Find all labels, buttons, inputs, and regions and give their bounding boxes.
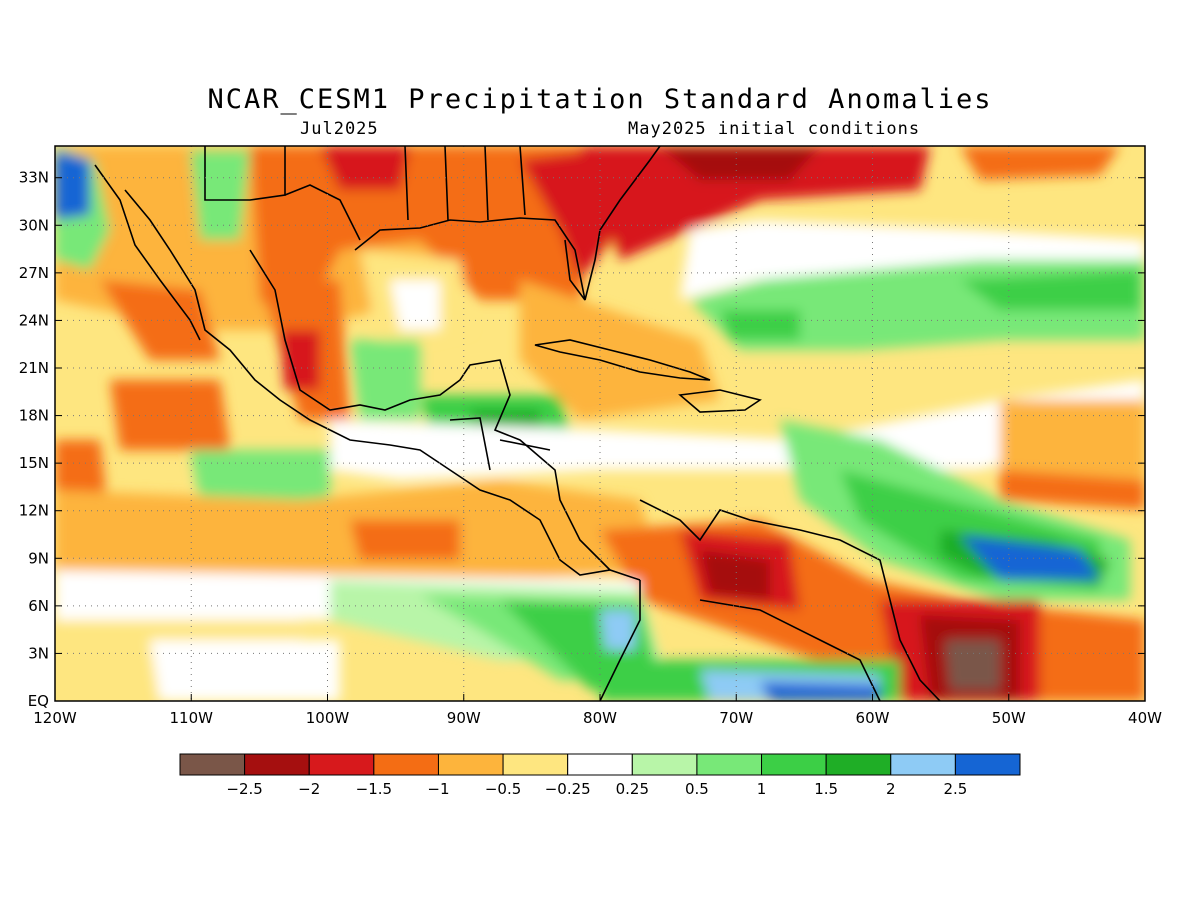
lon-label-60W: 60W	[856, 709, 890, 727]
colorbar-label-0: −2.5	[226, 780, 262, 798]
lon-label-70W: 70W	[719, 709, 753, 727]
lat-label-27N: 27N	[19, 264, 49, 282]
colorbar-label-9: 1.5	[814, 780, 838, 798]
lon-label-120W: 120W	[33, 709, 77, 727]
colorbar-label-7: 0.5	[685, 780, 709, 798]
anomaly-field	[55, 146, 1145, 701]
lat-label-EQ: EQ	[28, 692, 49, 710]
colorbar-label-10: 2	[886, 780, 896, 798]
colorbar-label-11: 2.5	[943, 780, 967, 798]
anomaly-east-atlantic-deficit	[1000, 470, 1145, 510]
border-us-mexico-west	[204, 146, 286, 201]
lon-label-50W: 50W	[992, 709, 1026, 727]
anomaly-atlantic-neutral-band	[680, 220, 1145, 300]
colorbar-swatch-3	[373, 753, 439, 776]
colorbar-label-2: −1.5	[356, 780, 392, 798]
anomaly-arizona-wet	[190, 150, 250, 240]
coastline-florida-east	[584, 146, 661, 301]
border-venezuela-brazil	[699, 599, 881, 701]
anomaly-atlantic-strong-deficit	[660, 146, 820, 180]
colorbar-swatch-1	[244, 753, 310, 776]
anomaly-east-pacific-deficit	[110, 380, 230, 450]
anomaly-venezuela-deficit	[700, 550, 770, 600]
lat-label-3N: 3N	[28, 644, 49, 662]
colorbar-label-4: −0.5	[485, 780, 521, 798]
colorbar-swatch-10	[825, 753, 892, 776]
anomaly-colombia-wet-max	[600, 610, 635, 650]
anomaly-amazon-wet	[760, 682, 880, 701]
colorbar-swatch-2	[308, 753, 375, 776]
colorbar-swatch-7	[631, 753, 698, 776]
colorbar-swatch-11	[890, 753, 956, 776]
anomaly-tropical-atlantic-max	[960, 535, 1100, 580]
map-title: NCAR_CESM1 Precipitation Standard Anomal…	[207, 84, 993, 115]
lon-label-110W: 110W	[170, 709, 214, 727]
lon-label-100W: 100W	[306, 709, 350, 727]
anomaly-pacific-wet-patch	[190, 450, 330, 500]
anomaly-caribbean-neutral	[330, 380, 1145, 480]
lat-label-6N: 6N	[28, 597, 49, 615]
colorbar-swatch-5	[502, 753, 569, 776]
anomaly-atlantic-wet-east	[960, 270, 1140, 310]
anomaly-gulf-neutral	[390, 280, 440, 330]
colorbar-label-3: −1	[427, 780, 449, 798]
coastlines	[94, 146, 941, 701]
lat-label-24N: 24N	[19, 311, 49, 329]
longitude-axis: 120W 110W 100W 90W 80W 70W 60W 50W 40W	[33, 694, 1162, 727]
anomaly-texas-deficit	[320, 146, 410, 190]
lat-label-12N: 12N	[19, 502, 49, 520]
colorbar: −2.5 −2 −1.5 −1 −0.5 −0.25 0.25 0.5 1 1.5 2 2.5	[179, 753, 1021, 798]
anomaly-mexico-deficit	[280, 330, 320, 390]
lat-label-30N: 30N	[19, 216, 49, 234]
anomaly-cuba-dry	[520, 280, 720, 420]
lon-label-90W: 90W	[447, 709, 481, 727]
lat-label-18N: 18N	[19, 407, 49, 425]
coastline-pacific-mexico	[124, 189, 641, 581]
forecast-month: Jul2025	[300, 119, 379, 139]
lon-label-80W: 80W	[583, 709, 617, 727]
anomaly-baja-deficit	[100, 280, 220, 360]
coastline-south-america-north	[639, 499, 941, 701]
anomaly-guianas-strong-deficit	[945, 640, 1000, 690]
coastline-gulf-north	[354, 217, 586, 301]
lat-label-9N: 9N	[28, 549, 49, 567]
colorbar-label-5: −0.25	[545, 780, 591, 798]
coastline-south-america-west	[599, 580, 641, 701]
colorbar-swatch-12	[954, 753, 1021, 776]
lat-label-15N: 15N	[19, 454, 49, 472]
colorbar-label-6: 0.25	[616, 780, 649, 798]
grid-lines	[55, 146, 1145, 701]
lon-label-40W: 40W	[1128, 709, 1162, 727]
border-us-mexico-east	[284, 184, 361, 241]
anomaly-california-wet	[55, 150, 90, 220]
anomaly-bay-campeche-wet	[350, 340, 420, 420]
lat-label-33N: 33N	[19, 169, 49, 187]
coastline-baja-west	[94, 164, 201, 341]
colorbar-label-8: 1	[757, 780, 767, 798]
anomaly-atlantic-wet-band	[690, 240, 1145, 350]
colorbar-swatch-9	[761, 753, 827, 776]
colorbar-swatch-0	[179, 753, 246, 776]
colorbar-label-1: −2	[298, 780, 320, 798]
colorbar-swatch-8	[696, 753, 763, 776]
anomaly-carolina-deficit	[580, 146, 930, 260]
state-borders	[404, 146, 526, 221]
coastline-hispaniola	[678, 389, 762, 413]
anomaly-atlantic-wet-core	[720, 310, 800, 340]
border-central-america	[449, 417, 551, 471]
lat-label-21N: 21N	[19, 359, 49, 377]
colorbar-swatch-6	[567, 753, 633, 776]
latitude-axis: 33N 30N 27N 24N 21N 18N 15N 12N 9N 6N 3N EQ	[19, 169, 1145, 710]
coastline-cuba	[534, 339, 711, 381]
colorbar-swatch-4	[437, 753, 504, 776]
coastline-gulf-caribbean	[249, 249, 611, 571]
anomaly-ne-atlantic-deficit	[960, 146, 1120, 180]
initial-conditions: May2025 initial conditions	[628, 119, 921, 139]
anomaly-pacific-deficit	[350, 520, 460, 560]
anomaly-equatorial-neutral	[150, 640, 340, 701]
